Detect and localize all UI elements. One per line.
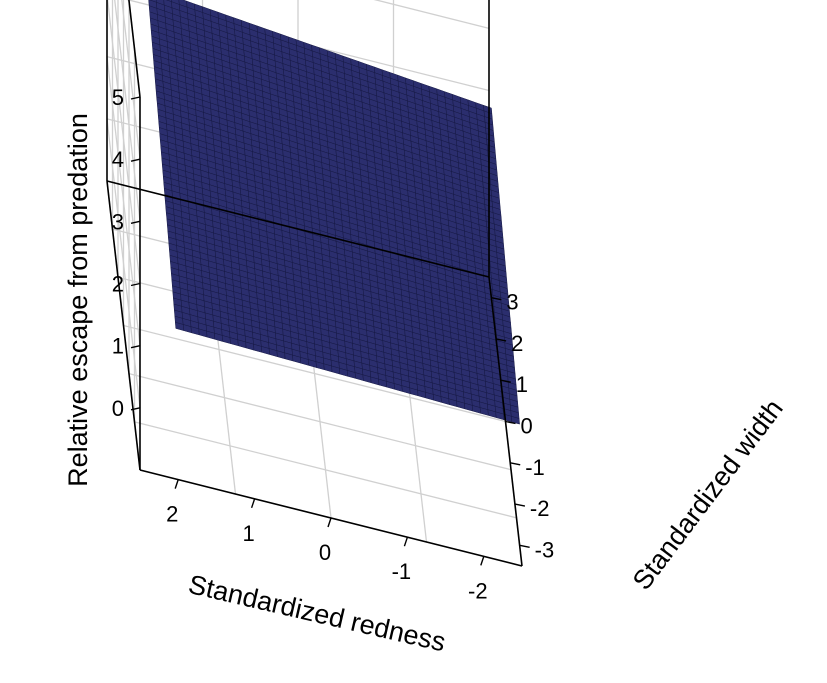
z-tick-mark — [130, 282, 141, 287]
z-axis-title: Relative escape from predation — [63, 113, 93, 487]
surface-cell — [511, 415, 520, 425]
y-tick-mark — [491, 296, 502, 301]
y-tick-label: 3 — [506, 290, 518, 315]
y-tick-mark — [514, 503, 526, 507]
x-tick-mark — [403, 536, 409, 547]
z-tick-label: 1 — [112, 334, 124, 359]
z-tick-mark — [130, 96, 141, 100]
surface-mesh — [148, 0, 520, 425]
x-tick-mark — [174, 479, 179, 489]
z-tick-label: 3 — [112, 209, 124, 234]
back-wall-grid-line — [373, 0, 490, 29]
y-tick-label: 1 — [516, 372, 528, 397]
y-tick-label: 2 — [511, 331, 523, 356]
z-tick-label: 0 — [112, 396, 124, 421]
floor-grid-line — [134, 421, 517, 519]
x-tick-mark — [480, 556, 485, 566]
z-tick-mark — [130, 220, 141, 225]
floor-grid-line — [128, 373, 512, 471]
z-tick-mark — [130, 158, 141, 162]
y-tick-mark — [510, 462, 521, 466]
y-tick-label: -2 — [530, 496, 550, 521]
frame-edge — [128, 0, 141, 98]
floor-grid-line — [123, 324, 506, 423]
x-tick-label: -2 — [468, 578, 488, 603]
x-tick-label: 1 — [242, 521, 254, 546]
z-tick-label: 4 — [112, 147, 124, 172]
y-axis-ticks: -3 -2 -1 0 1 2 3 — [491, 290, 555, 562]
frame-edge — [106, 180, 490, 278]
z-axis-ticks: 0 1 2 3 4 5 — [112, 85, 141, 421]
y-tick-label: -3 — [535, 537, 555, 562]
frame-edge — [106, 180, 141, 471]
x-tick-label: 0 — [319, 540, 331, 565]
x-tick-label: 2 — [166, 502, 178, 527]
x-tick-mark — [250, 498, 256, 509]
y-tick-label: -1 — [525, 455, 545, 480]
y-tick-mark — [505, 420, 516, 425]
y-axis-title: Standardized width — [627, 394, 789, 595]
z-tick-mark — [130, 344, 141, 349]
z-tick-mark — [130, 407, 141, 411]
y-tick-label: 0 — [521, 414, 533, 439]
z-tick-label: 2 — [112, 272, 124, 297]
y-tick-mark — [500, 379, 511, 383]
z-tick-label: 5 — [112, 85, 124, 110]
y-tick-mark — [519, 544, 530, 549]
x-tick-label: -1 — [392, 559, 412, 584]
y-tick-mark — [495, 338, 507, 342]
x-axis-ticks: 2 1 0 -1 -2 — [166, 479, 488, 603]
x-tick-mark — [327, 517, 332, 528]
